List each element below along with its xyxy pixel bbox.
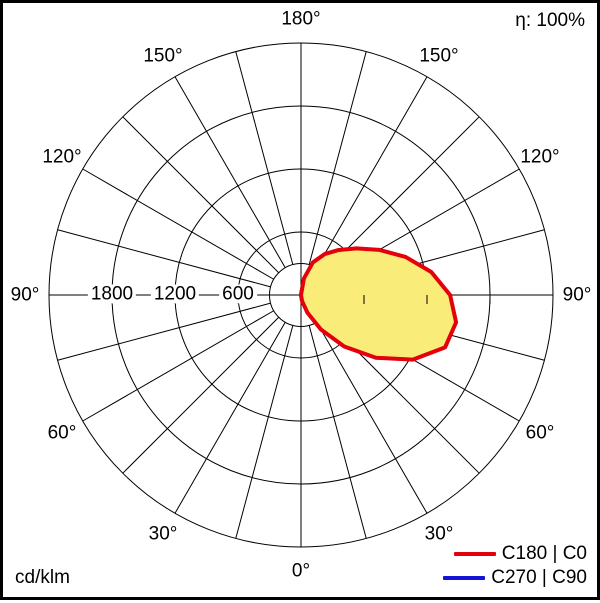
grid-spoke-195 — [235, 51, 294, 265]
polar-curves — [299, 246, 459, 362]
angle-label-300: 60° — [47, 422, 77, 444]
legend-swatch-line-icon — [443, 576, 486, 580]
radial-label-1200: 1200 — [150, 284, 200, 304]
legend-label: C180 | C0 — [501, 543, 587, 564]
legend-label: C270 | C90 — [491, 567, 587, 588]
angle-label-180: 180° — [281, 8, 321, 30]
angle-label-270: 90° — [10, 284, 40, 306]
grid-spoke-315 — [122, 316, 280, 474]
angle-label-150: 150° — [419, 45, 459, 67]
angle-label-120: 120° — [520, 146, 560, 168]
angle-label-0: 0° — [291, 560, 311, 582]
angle-label-210: 150° — [143, 45, 183, 67]
angle-label-240: 120° — [42, 146, 82, 168]
grid-spoke-210 — [174, 76, 286, 268]
grid-spoke-300 — [82, 310, 274, 422]
grid-spoke-30 — [316, 322, 428, 514]
curve-fill-c180-c0 — [301, 248, 457, 360]
grid-spoke-150 — [316, 76, 428, 268]
curve-c180-c0 — [299, 246, 459, 362]
angle-label-60: 60° — [525, 422, 555, 444]
grid-spoke-330 — [174, 322, 286, 514]
angle-label-90: 90° — [562, 284, 592, 306]
grid-spoke-225 — [122, 116, 280, 274]
radial-label-1800: 1800 — [87, 284, 137, 304]
efficiency-label: η: 100% — [515, 10, 585, 31]
grid-spoke-165 — [308, 51, 367, 265]
radial-label-600: 600 — [219, 284, 257, 304]
legend-item[interactable]: C270 | C90 — [443, 567, 587, 589]
legend: C180 | C0 C270 | C90 — [443, 543, 587, 589]
angle-label-330: 30° — [148, 523, 178, 545]
grid-spoke-135 — [322, 116, 480, 274]
grid-spoke-255 — [57, 229, 271, 288]
grid-spoke-285 — [57, 302, 271, 361]
legend-item[interactable]: C180 | C0 — [453, 543, 587, 565]
legend-swatch-line-icon — [453, 552, 496, 556]
grid-spoke-15 — [308, 325, 367, 539]
unit-label: cd/klm — [15, 567, 70, 588]
polar-diagram — [48, 42, 554, 548]
angle-label-30: 30° — [424, 523, 454, 545]
grid-spoke-345 — [235, 325, 294, 539]
grid-spoke-240 — [82, 168, 274, 280]
